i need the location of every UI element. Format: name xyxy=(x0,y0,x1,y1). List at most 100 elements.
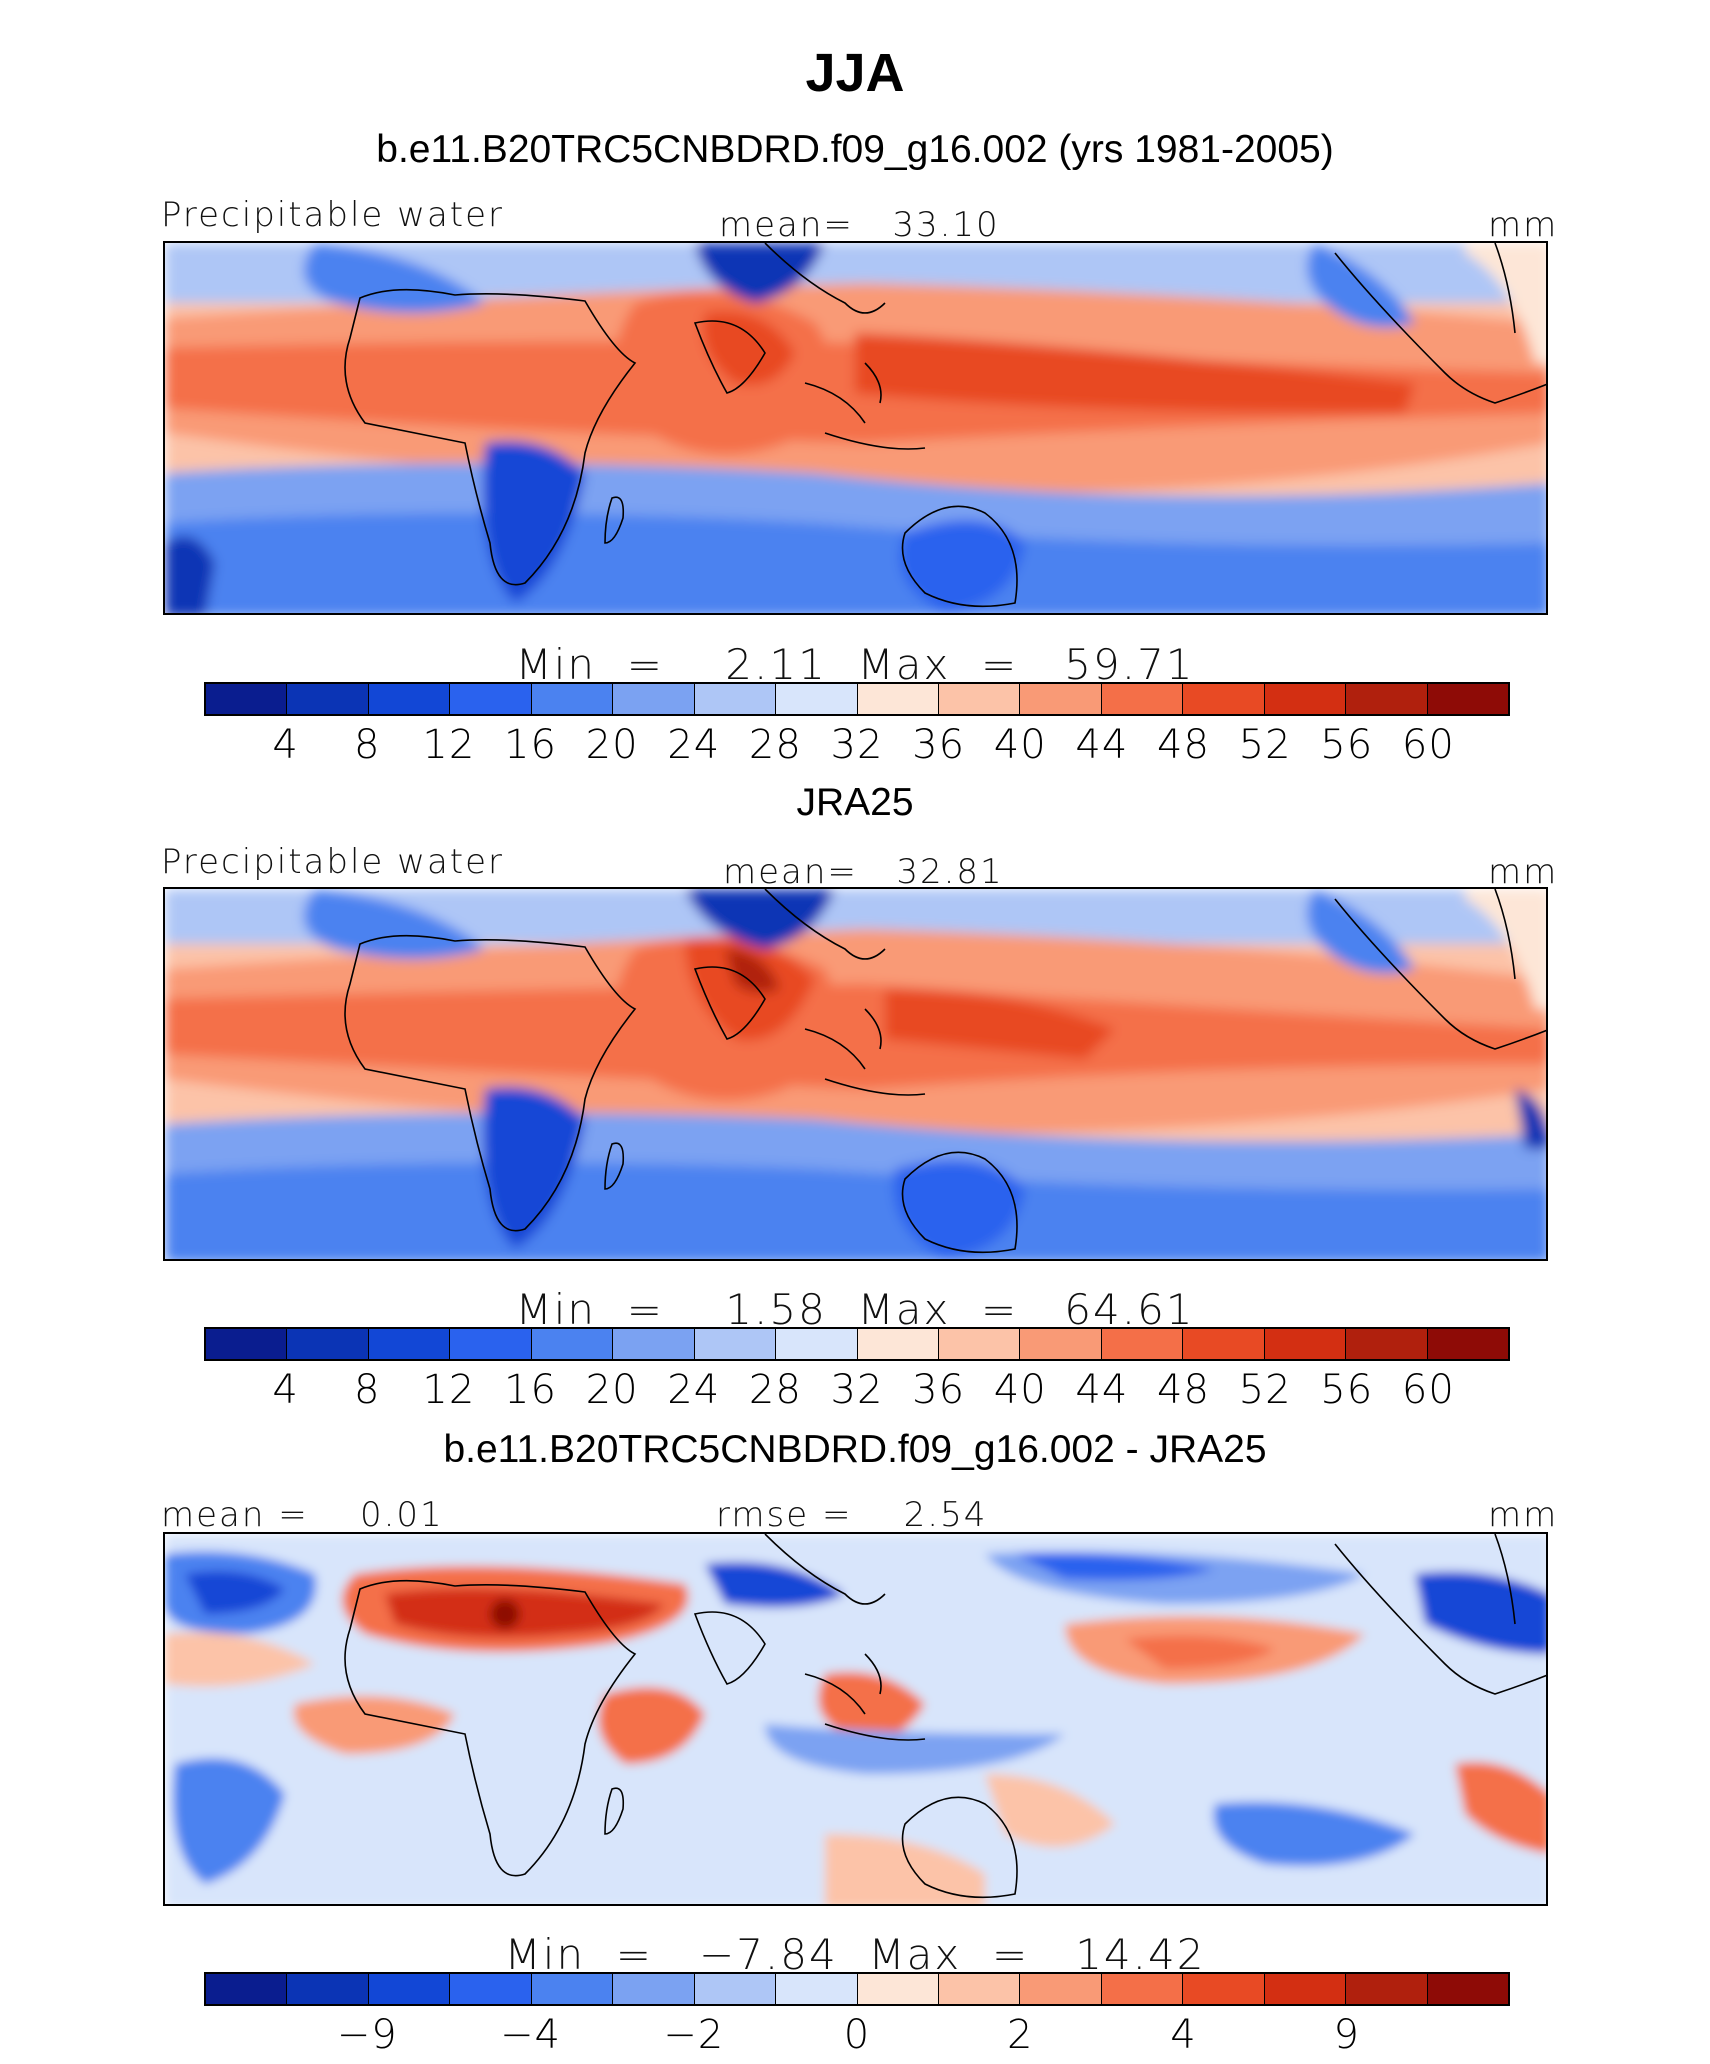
colorbar-tick-label: 24 xyxy=(667,1367,721,1413)
panel-1-map xyxy=(163,241,1548,615)
colorbar-box xyxy=(206,1329,288,1359)
panel-1-minmax: Min = 2.11 Max = 59.71 xyxy=(515,640,1195,689)
colorbar-tick-label: 40 xyxy=(993,722,1047,768)
colorbar-box xyxy=(776,684,858,714)
colorbar-box xyxy=(694,1974,777,2004)
colorbar-box xyxy=(531,684,614,714)
panel-2-map xyxy=(163,887,1548,1261)
colorbar-box xyxy=(1346,684,1428,714)
colorbar-tick-label: 12 xyxy=(422,722,476,768)
colorbar-tick-label: 20 xyxy=(585,722,639,768)
colorbar-box xyxy=(776,1974,858,2004)
panel-2-colorbar-ticks: 4 8 12 16 20 24 28 32 36 40 44 48 52 56 60 xyxy=(204,1367,1510,1417)
colorbar-box xyxy=(368,684,451,714)
colorbar-box xyxy=(1020,1329,1102,1359)
colorbar-box xyxy=(857,684,939,714)
colorbar-box xyxy=(1020,1974,1102,2004)
panel-3-colorbar xyxy=(204,1972,1510,2006)
colorbar-box xyxy=(938,1329,1021,1359)
colorbar-box xyxy=(1101,684,1184,714)
panel-2-title: JRA25 xyxy=(796,781,914,824)
colorbar-box xyxy=(613,684,695,714)
colorbar-tick-label: 0 xyxy=(843,2012,871,2058)
colorbar-tick-label: 8 xyxy=(354,722,381,768)
colorbar-tick-label: 8 xyxy=(354,1367,381,1413)
colorbar-tick-label: 32 xyxy=(830,722,884,768)
colorbar-tick-label: −2 xyxy=(663,2012,725,2058)
panel-2-mean-label: mean= 32.81 xyxy=(723,852,1004,892)
colorbar-tick-label: 60 xyxy=(1401,722,1455,768)
colorbar-tick-label: 4 xyxy=(272,722,299,768)
colorbar-box xyxy=(1346,1974,1428,2004)
panel-3-rmse-label: rmse = 2.54 xyxy=(716,1495,988,1535)
colorbar-box xyxy=(938,684,1021,714)
colorbar-tick-label: 48 xyxy=(1157,1367,1210,1413)
colorbar-box xyxy=(1183,1329,1265,1359)
colorbar-box xyxy=(694,1329,777,1359)
panel-1-colorbar xyxy=(204,682,1510,716)
colorbar-box xyxy=(1101,1329,1184,1359)
colorbar-box xyxy=(1346,1329,1428,1359)
colorbar-tick-label: 60 xyxy=(1401,1367,1455,1413)
panel-3-colorbar-ticks: −9 −4 −2 0 2 4 9 xyxy=(204,2012,1510,2062)
panel-1-colorbar-ticks: 4 8 12 16 20 24 28 32 36 40 44 48 52 56 60 xyxy=(204,722,1510,772)
panel-2-contour-field xyxy=(165,889,1546,1259)
panel-1-units-label: mm xyxy=(1488,205,1559,245)
colorbar-tick-label: 36 xyxy=(912,722,966,768)
colorbar-tick-label: 4 xyxy=(1170,2012,1197,2058)
colorbar-box xyxy=(368,1974,451,2004)
colorbar-box xyxy=(613,1329,695,1359)
panel-3-title: b.e11.B20TRC5CNBDRD.f09_g16.002 - JRA25 xyxy=(443,1428,1267,1471)
colorbar-box xyxy=(938,1974,1021,2004)
panel-3-contour-field xyxy=(165,1534,1546,1904)
colorbar-box xyxy=(1101,1974,1184,2004)
colorbar-tick-label: 44 xyxy=(1075,722,1129,768)
colorbar-tick-label: 24 xyxy=(667,722,721,768)
colorbar-box xyxy=(857,1974,939,2004)
colorbar-box xyxy=(206,684,288,714)
colorbar-tick-label: 48 xyxy=(1157,722,1210,768)
colorbar-tick-label: 12 xyxy=(422,1367,476,1413)
colorbar-tick-label: 28 xyxy=(748,1367,802,1413)
colorbar-tick-label: 40 xyxy=(993,1367,1047,1413)
colorbar-box xyxy=(694,684,777,714)
colorbar-tick-label: 28 xyxy=(748,722,802,768)
panel-2-units-label: mm xyxy=(1488,852,1559,892)
colorbar-box xyxy=(531,1974,614,2004)
panel-1-title: b.e11.B20TRC5CNBDRD.f09_g16.002 (yrs 198… xyxy=(376,128,1334,171)
colorbar-box xyxy=(1183,1974,1265,2004)
colorbar-tick-label: 56 xyxy=(1320,1367,1374,1413)
colorbar-box xyxy=(450,684,532,714)
colorbar-tick-label: 52 xyxy=(1238,1367,1292,1413)
colorbar-box xyxy=(1020,684,1102,714)
colorbar-tick-label: 52 xyxy=(1238,722,1292,768)
panel-2-minmax: Min = 1.58 Max = 64.61 xyxy=(515,1285,1195,1334)
colorbar-tick-label: 4 xyxy=(272,1367,299,1413)
colorbar-box xyxy=(1264,684,1347,714)
colorbar-box xyxy=(287,1974,369,2004)
colorbar-box xyxy=(1427,1329,1508,1359)
colorbar-tick-label: 20 xyxy=(585,1367,639,1413)
panel-2-variable-label: Precipitable water xyxy=(161,842,505,882)
panel-3-mean-label: mean = 0.01 xyxy=(161,1495,444,1535)
colorbar-box xyxy=(531,1329,614,1359)
panel-1-variable-label: Precipitable water xyxy=(161,195,505,235)
colorbar-box xyxy=(1264,1329,1347,1359)
colorbar-tick-label: 36 xyxy=(912,1367,966,1413)
colorbar-box xyxy=(1427,1974,1508,2004)
colorbar-tick-label: 16 xyxy=(504,1367,557,1413)
colorbar-box xyxy=(368,1329,451,1359)
colorbar-tick-label: 2 xyxy=(1007,2012,1034,2058)
colorbar-box xyxy=(450,1329,532,1359)
figure-title: JJA xyxy=(805,43,905,103)
colorbar-box xyxy=(287,684,369,714)
colorbar-box xyxy=(613,1974,695,2004)
colorbar-tick-label: −9 xyxy=(336,2012,398,2058)
colorbar-tick-label: 44 xyxy=(1075,1367,1129,1413)
colorbar-box xyxy=(287,1329,369,1359)
panel-1-contour-field xyxy=(165,243,1546,613)
panel-3-map xyxy=(163,1532,1548,1906)
colorbar-box xyxy=(776,1329,858,1359)
panel-3-units-label: mm xyxy=(1488,1495,1559,1535)
colorbar-tick-label: 32 xyxy=(830,1367,884,1413)
